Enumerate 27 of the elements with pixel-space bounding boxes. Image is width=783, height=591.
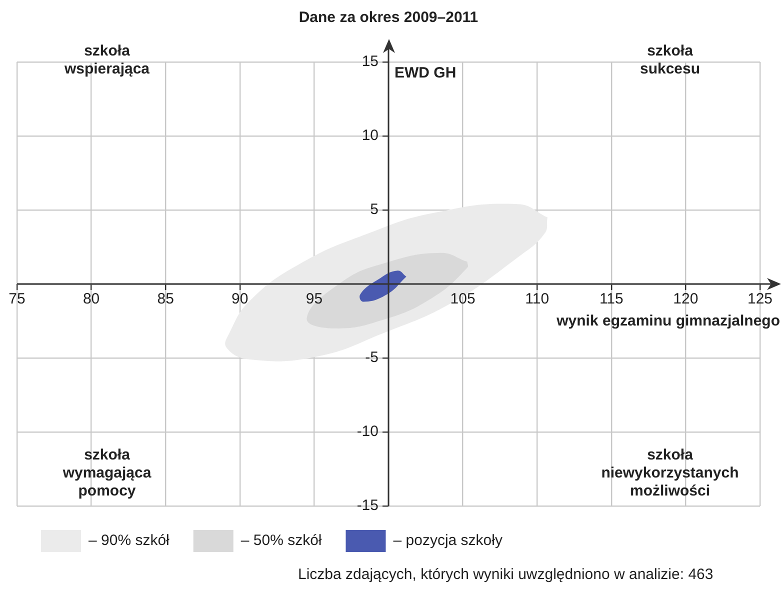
chart-title: Dane za okres 2009–2011 — [298, 9, 478, 26]
legend-label: – pozycja szkoły — [393, 532, 503, 550]
annotation: szkoła wspierająca — [63, 42, 150, 78]
legend-label: – 90% szkół — [88, 532, 170, 550]
y-axis-title: EWD GH — [394, 64, 456, 82]
x-tick-label: 120 — [673, 290, 698, 308]
annotation: szkoła niewykorzystanych możliwości — [601, 446, 739, 500]
y-tick-label: -10 — [356, 423, 378, 440]
x-tick-label: 115 — [599, 290, 624, 308]
y-tick-label: 10 — [362, 127, 378, 144]
annotation: szkoła wymagająca pomocy — [62, 446, 152, 500]
y-tick-label: 15 — [362, 53, 378, 70]
x-tick-label: 85 — [157, 290, 174, 308]
annotation: szkoła sukcesu — [640, 42, 700, 78]
x-tick-label: 75 — [8, 290, 26, 308]
y-tick-label: -5 — [365, 349, 378, 366]
x-tick-label: 105 — [450, 290, 476, 308]
y-tick-label: 5 — [370, 201, 378, 218]
y-tick-label: -15 — [356, 497, 378, 514]
x-tick-label: 125 — [747, 290, 773, 308]
x-tick-label: 90 — [232, 290, 248, 308]
x-tick-label: 95 — [306, 290, 323, 308]
text: Liczba zdających, których wyniki uwzględniono w analizie: 463 — [298, 566, 714, 583]
x-tick-label: 80 — [82, 290, 100, 308]
x-tick-label: 110 — [525, 290, 550, 308]
legend-label: – 50% szkół — [240, 532, 322, 550]
x-axis-title: wynik egzaminu gimnazjalnego — [556, 312, 780, 330]
